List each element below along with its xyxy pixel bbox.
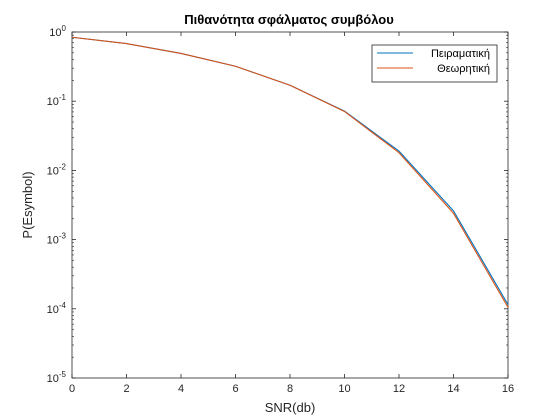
x-tick-label: 2 (123, 383, 129, 395)
legend-label: Θεωρητική (437, 63, 490, 75)
y-tick-label: 10-5 (47, 370, 67, 385)
x-tick-label: 8 (287, 383, 293, 395)
series-lines (71, 36, 509, 308)
chart-title: Πιθανότητα σφάλματος συμβόλου (184, 12, 394, 27)
x-tick-label: 6 (232, 383, 238, 395)
x-tick-label: 4 (178, 383, 184, 395)
y-tick-label: 100 (49, 24, 66, 39)
y-tick-label: 10-3 (47, 232, 67, 247)
legend: Πειραματική Θεωρητική (371, 44, 498, 83)
x-tick-label: 16 (502, 383, 514, 395)
x-tick-label: 14 (447, 383, 459, 395)
y-tick-label: 10-4 (47, 301, 67, 316)
y-tick-label: 10-1 (47, 93, 67, 108)
plot-area: 0 2 4 6 8 10 12 14 16 100 10-1 10-2 10-3 10-4 10-5 (47, 24, 515, 395)
y-axis-label: P(Esymbol) (20, 171, 35, 238)
legend-label: Πειραματική (431, 48, 490, 60)
legend-box (371, 44, 498, 83)
x-axis-label: SNR(db) (265, 400, 316, 415)
x-tick-label: 12 (393, 383, 405, 395)
y-tick-label: 10-2 (47, 162, 67, 177)
axes-box (71, 31, 509, 379)
x-tick-label: 10 (338, 383, 350, 395)
axis-ticks: 0 2 4 6 8 10 12 14 16 100 10-1 10-2 10-3 10-4 10-5 (47, 24, 515, 395)
x-tick-label: 0 (69, 383, 75, 395)
